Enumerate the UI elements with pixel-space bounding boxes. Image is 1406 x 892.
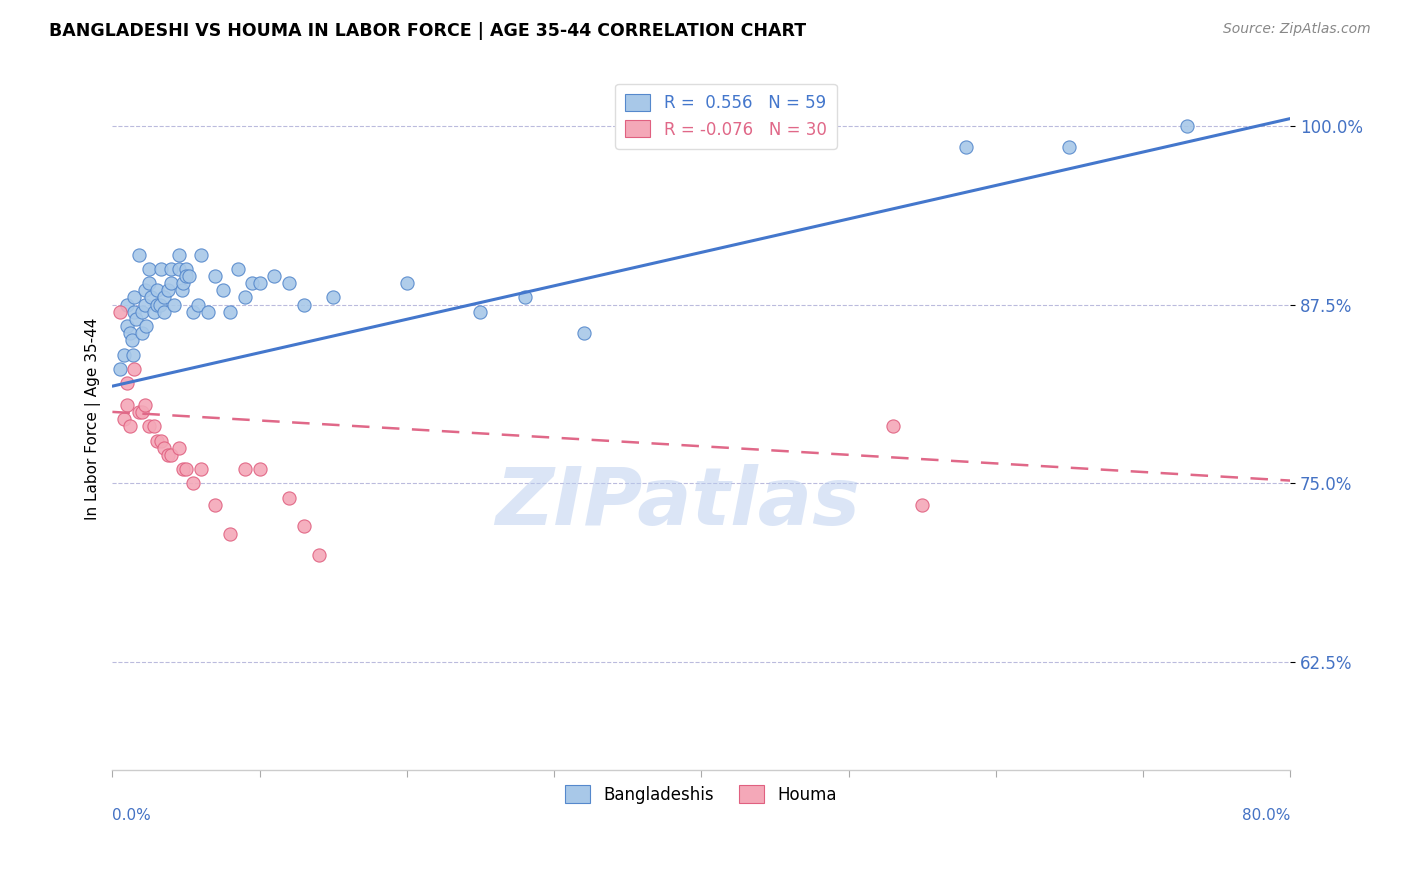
Point	[157, 283, 180, 297]
Point	[131, 326, 153, 341]
Point	[125, 312, 148, 326]
Point	[128, 405, 150, 419]
Point	[174, 268, 197, 283]
Point	[108, 362, 131, 376]
Point	[167, 441, 190, 455]
Point	[174, 261, 197, 276]
Point	[160, 261, 183, 276]
Point	[1059, 140, 1081, 154]
Point	[160, 276, 183, 290]
Point	[1175, 119, 1198, 133]
Point	[911, 498, 934, 512]
Point	[124, 362, 146, 376]
Point	[134, 297, 156, 311]
Legend: Bangladeshis, Houma: Bangladeshis, Houma	[558, 779, 844, 810]
Point	[170, 283, 193, 297]
Point	[395, 276, 418, 290]
Point	[233, 462, 256, 476]
Point	[139, 290, 162, 304]
Point	[882, 419, 904, 434]
Point	[134, 398, 156, 412]
Point	[308, 548, 330, 562]
Point	[142, 304, 165, 318]
Point	[153, 290, 176, 304]
Point	[138, 261, 160, 276]
Point	[219, 304, 242, 318]
Point	[134, 283, 156, 297]
Text: 0.0%: 0.0%	[112, 808, 152, 823]
Point	[190, 462, 212, 476]
Point	[145, 297, 167, 311]
Point	[167, 261, 190, 276]
Point	[142, 419, 165, 434]
Point	[120, 326, 142, 341]
Point	[204, 498, 226, 512]
Text: Source: ZipAtlas.com: Source: ZipAtlas.com	[1223, 22, 1371, 37]
Point	[108, 304, 131, 318]
Point	[115, 376, 138, 391]
Point	[263, 268, 285, 283]
Point	[163, 297, 186, 311]
Point	[112, 412, 135, 426]
Point	[135, 319, 157, 334]
Point	[160, 448, 183, 462]
Point	[183, 304, 205, 318]
Point	[174, 462, 197, 476]
Point	[167, 247, 190, 261]
Point	[115, 297, 138, 311]
Point	[150, 434, 173, 448]
Point	[172, 462, 194, 476]
Point	[124, 290, 146, 304]
Point	[122, 348, 145, 362]
Text: BANGLADESHI VS HOUMA IN LABOR FORCE | AGE 35-44 CORRELATION CHART: BANGLADESHI VS HOUMA IN LABOR FORCE | AG…	[49, 22, 806, 40]
Point	[322, 290, 344, 304]
Point	[138, 419, 160, 434]
Point	[955, 140, 977, 154]
Point	[190, 247, 212, 261]
Point	[131, 405, 153, 419]
Point	[278, 276, 301, 290]
Point	[249, 462, 271, 476]
Point	[172, 276, 194, 290]
Y-axis label: In Labor Force | Age 35-44: In Labor Force | Age 35-44	[86, 318, 101, 520]
Point	[124, 304, 146, 318]
Point	[233, 290, 256, 304]
Point	[211, 283, 233, 297]
Point	[278, 491, 301, 505]
Point	[150, 261, 173, 276]
Point	[131, 304, 153, 318]
Point	[121, 334, 143, 348]
Point	[153, 304, 176, 318]
Point	[197, 304, 219, 318]
Point	[292, 297, 315, 311]
Point	[513, 290, 536, 304]
Point	[292, 519, 315, 533]
Point	[157, 448, 180, 462]
Point	[115, 398, 138, 412]
Point	[112, 348, 135, 362]
Point	[145, 283, 167, 297]
Point	[148, 297, 170, 311]
Point	[219, 526, 242, 541]
Point	[138, 276, 160, 290]
Text: 80.0%: 80.0%	[1241, 808, 1291, 823]
Point	[249, 276, 271, 290]
Point	[115, 319, 138, 334]
Point	[204, 268, 226, 283]
Point	[120, 419, 142, 434]
Point	[240, 276, 263, 290]
Point	[572, 326, 595, 341]
Text: ZIPatlas: ZIPatlas	[495, 464, 860, 542]
Point	[128, 247, 150, 261]
Point	[470, 304, 492, 318]
Point	[153, 441, 176, 455]
Point	[145, 434, 167, 448]
Point	[183, 476, 205, 491]
Point	[177, 268, 200, 283]
Point	[226, 261, 249, 276]
Point	[187, 297, 209, 311]
